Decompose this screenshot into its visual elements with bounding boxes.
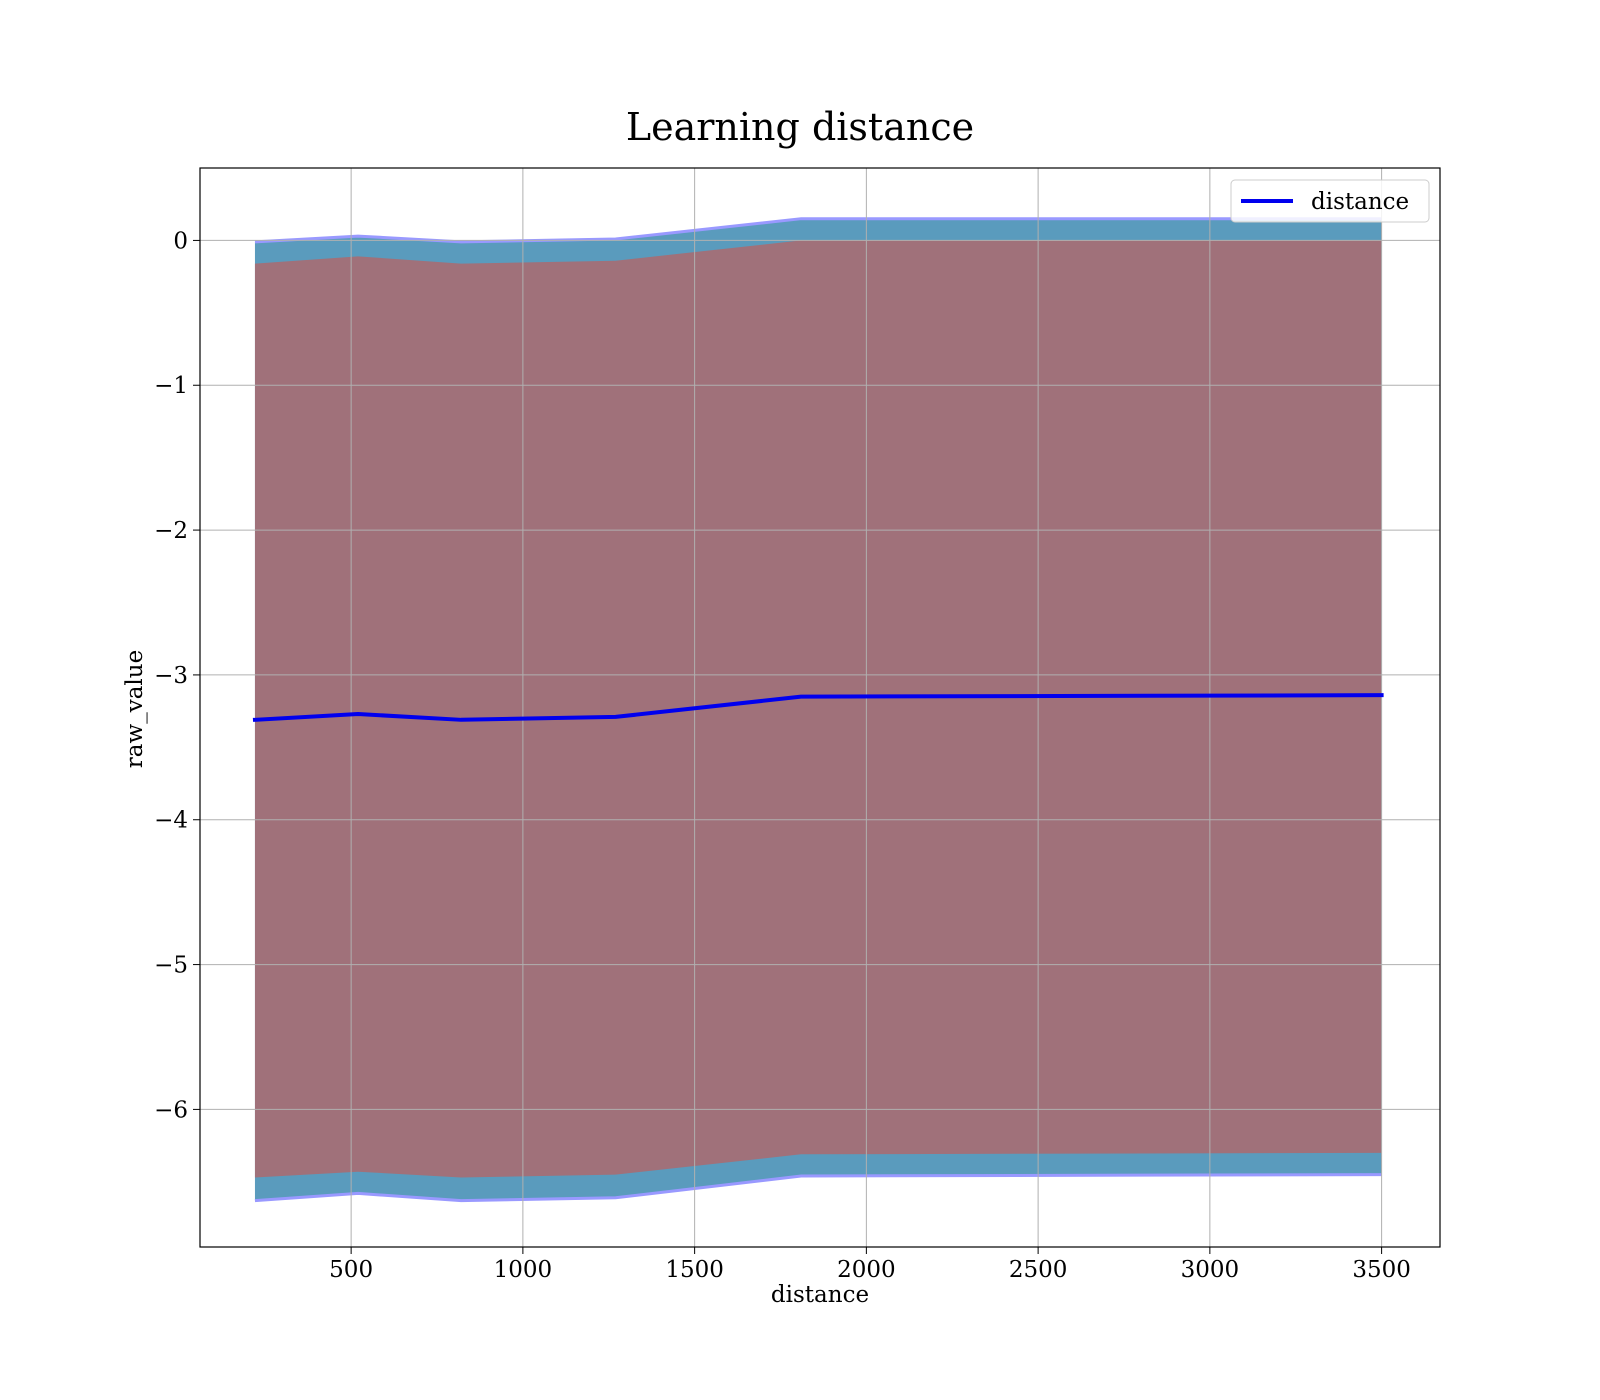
series-line-distance [252, 693, 1384, 722]
inner-band [254, 240, 1382, 1178]
x-tick-label-500: 500 [329, 1257, 373, 1283]
legend-label-distance: distance [1311, 189, 1409, 215]
y-tick-label--4: −4 [154, 808, 188, 834]
outer-band-lower-edge [254, 1173, 1382, 1203]
x-tick-label-1500: 1500 [665, 1257, 724, 1283]
plot-area: 500 1000 1500 2000 2500 3000 3500 0 −1 −2 −3 −4 −5 −6… [154, 167, 1441, 1283]
chart-title: Learning distance [626, 105, 974, 149]
x-tick-label-2500: 2500 [1009, 1257, 1068, 1283]
x-tick-label-2000: 2000 [837, 1257, 896, 1283]
x-tick-label-3500: 3500 [1352, 1257, 1411, 1283]
x-tick-label-3000: 3000 [1181, 1257, 1240, 1283]
legend-box [1230, 179, 1430, 223]
y-tick-label-0: 0 [173, 228, 188, 254]
y-tick-label--1: −1 [154, 373, 188, 399]
y-tick-label--6: −6 [154, 1097, 188, 1123]
y-tick-label--3: −3 [154, 663, 188, 689]
y-tick-label--2: −2 [154, 518, 188, 544]
y-axis-label: raw_value [122, 650, 148, 768]
x-tick-label-1000: 1000 [494, 1257, 553, 1283]
y-tick-label--5: −5 [154, 953, 188, 979]
axes-frame [199, 167, 1441, 1248]
x-axis-label: distance [771, 1282, 869, 1308]
